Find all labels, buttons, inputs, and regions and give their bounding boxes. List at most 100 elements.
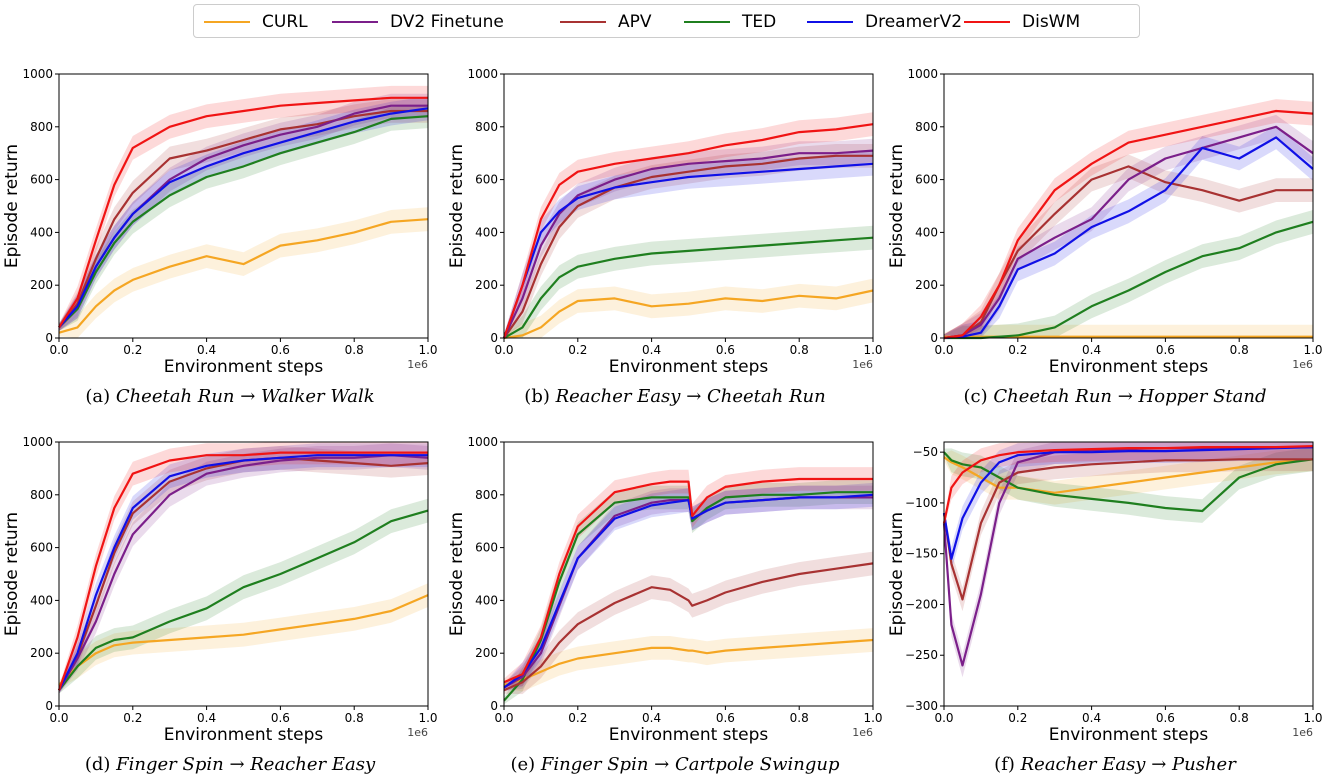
x-tick-label: 0.8 bbox=[790, 711, 809, 725]
x-offset-label: 1e6 bbox=[1292, 358, 1313, 371]
legend-swatch bbox=[204, 21, 250, 23]
series-line-curl bbox=[503, 638, 874, 686]
x-tick-label: 0.0 bbox=[494, 343, 513, 357]
line-group bbox=[58, 96, 429, 334]
legend-label: DreamerV2 bbox=[865, 12, 963, 32]
legend-label: DisWM bbox=[1022, 12, 1081, 32]
caption-source: Finger Spin bbox=[540, 754, 649, 775]
y-tick-label: −200 bbox=[905, 597, 938, 611]
x-tick-label: 0.8 bbox=[345, 343, 364, 357]
y-tick-label: 0 bbox=[490, 699, 498, 713]
caption-arrow: → bbox=[648, 754, 675, 775]
legend-item-ted: TED bbox=[684, 5, 776, 39]
band-apv bbox=[944, 154, 1313, 338]
axes-frame bbox=[943, 73, 1314, 339]
y-tick-label: 200 bbox=[30, 646, 53, 660]
caption-arrow: → bbox=[234, 386, 262, 407]
y-tick-label: 600 bbox=[475, 541, 498, 555]
x-tick-label: 0.0 bbox=[49, 343, 68, 357]
band-ted bbox=[944, 447, 1313, 523]
panel-caption: (e) Finger Spin → Cartpole Swingup bbox=[455, 754, 895, 775]
x-tick-label: 1.0 bbox=[418, 343, 437, 357]
series-line-apv bbox=[58, 109, 428, 329]
x-tick-label: 1.0 bbox=[863, 343, 882, 357]
band-dreamerv2 bbox=[944, 125, 1313, 338]
x-tick-label: 0.2 bbox=[1008, 711, 1027, 725]
axes-frame bbox=[503, 73, 874, 339]
band-diswm bbox=[944, 442, 1313, 527]
series-line-curl bbox=[58, 218, 429, 334]
x-tick-label: 0.2 bbox=[568, 343, 587, 357]
x-tick-label: 0.6 bbox=[716, 711, 735, 725]
legend-label: APV bbox=[618, 12, 652, 32]
x-tick-label: 0.0 bbox=[934, 343, 953, 357]
band-curl bbox=[504, 278, 873, 338]
y-tick-label: −50 bbox=[913, 445, 938, 459]
y-tick-label: 0 bbox=[45, 699, 53, 713]
x-tick-label: 0.0 bbox=[494, 711, 513, 725]
legend-swatch bbox=[332, 21, 378, 23]
legend-label: DV2 Finetune bbox=[390, 12, 504, 32]
caption-target: Walker Walk bbox=[261, 386, 375, 407]
series-line-dv2-finetune bbox=[503, 149, 874, 339]
series-line-diswm bbox=[503, 477, 873, 684]
caption-source: Reacher Easy bbox=[555, 386, 681, 407]
band-ted bbox=[504, 225, 873, 338]
caption-prefix: (d) bbox=[84, 754, 117, 775]
caption-arrow: → bbox=[1145, 754, 1173, 775]
x-tick-label: 1.0 bbox=[418, 711, 437, 725]
axes-frame bbox=[503, 441, 874, 707]
caption-arrow: → bbox=[680, 386, 707, 407]
y-tick-label: 0 bbox=[45, 331, 53, 345]
x-axis-title: Environment steps bbox=[164, 725, 324, 745]
x-tick-label: 0.4 bbox=[197, 343, 216, 357]
band-group bbox=[59, 442, 428, 694]
legend-label: CURL bbox=[262, 12, 308, 32]
y-axis-title: Episode return bbox=[447, 512, 467, 636]
band-dreamerv2 bbox=[504, 482, 873, 692]
y-tick-label: −150 bbox=[905, 547, 938, 561]
series-line-dv2-finetune bbox=[58, 454, 429, 691]
x-tick-label: 0.4 bbox=[642, 711, 661, 725]
legend-item-apv: APV bbox=[560, 5, 652, 39]
band-ted bbox=[504, 480, 873, 705]
y-tick-label: 400 bbox=[475, 225, 498, 239]
caption-target: Cheetah Run bbox=[707, 386, 826, 407]
y-tick-label: 800 bbox=[915, 120, 938, 134]
x-tick-label: 0.0 bbox=[49, 711, 68, 725]
chart-panel-5: 0.0 0.2 0.4 0.6 0.8 1.0 0 200 400 600 800 1000 1e6 En… bbox=[447, 435, 883, 745]
x-tick-label: 0.6 bbox=[716, 343, 735, 357]
band-group bbox=[59, 85, 428, 338]
series-line-apv bbox=[58, 456, 429, 691]
y-tick-label: 400 bbox=[30, 593, 53, 607]
x-tick-label: 0.4 bbox=[642, 343, 661, 357]
panel-caption: (c) Cheetah Run → Hopper Stand bbox=[895, 386, 1335, 407]
y-axis-title: Episode return bbox=[887, 144, 907, 268]
x-tick-label: 0.0 bbox=[934, 711, 953, 725]
series-line-dreamerv2 bbox=[943, 136, 1314, 340]
y-tick-label: 400 bbox=[915, 225, 938, 239]
band-apv bbox=[59, 446, 428, 694]
legend-swatch bbox=[684, 21, 730, 23]
series-line-ted bbox=[58, 509, 429, 691]
y-tick-label: 1000 bbox=[467, 435, 498, 449]
caption-source: Cheetah Run bbox=[993, 386, 1113, 407]
y-axis-title: Episode return bbox=[447, 144, 467, 268]
x-tick-label: 0.6 bbox=[1156, 711, 1175, 725]
series-line-ted bbox=[503, 236, 874, 339]
axes-frame bbox=[58, 441, 429, 707]
y-tick-label: 600 bbox=[30, 173, 53, 187]
legend-item-diswm: DisWM bbox=[964, 5, 1080, 39]
panel-caption: (a) Cheetah Run → Walker Walk bbox=[10, 386, 450, 407]
legend-label: TED bbox=[742, 12, 777, 32]
y-tick-label: 200 bbox=[915, 278, 938, 292]
series-line-apv bbox=[503, 154, 873, 339]
chart-panel-1: 0.0 0.2 0.4 0.6 0.8 1.0 0 200 400 600 800 1000 1e6 En… bbox=[2, 67, 438, 377]
panel-caption: (f) Reacher Easy → Pusher bbox=[895, 754, 1335, 775]
band-ted bbox=[944, 210, 1313, 338]
y-tick-label: 600 bbox=[30, 541, 53, 555]
x-tick-label: 0.6 bbox=[271, 711, 290, 725]
y-tick-label: 200 bbox=[475, 278, 498, 292]
x-tick-label: 1.0 bbox=[1303, 711, 1322, 725]
caption-source: Finger Spin bbox=[116, 754, 224, 775]
